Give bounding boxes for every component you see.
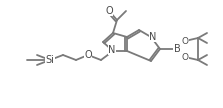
Text: N: N (108, 45, 116, 55)
Text: Si: Si (45, 55, 54, 65)
Text: B: B (174, 44, 180, 54)
Text: O: O (182, 37, 188, 45)
Text: O: O (84, 50, 92, 60)
Text: O: O (182, 52, 188, 61)
Text: O: O (105, 6, 113, 16)
Text: N: N (149, 32, 157, 42)
